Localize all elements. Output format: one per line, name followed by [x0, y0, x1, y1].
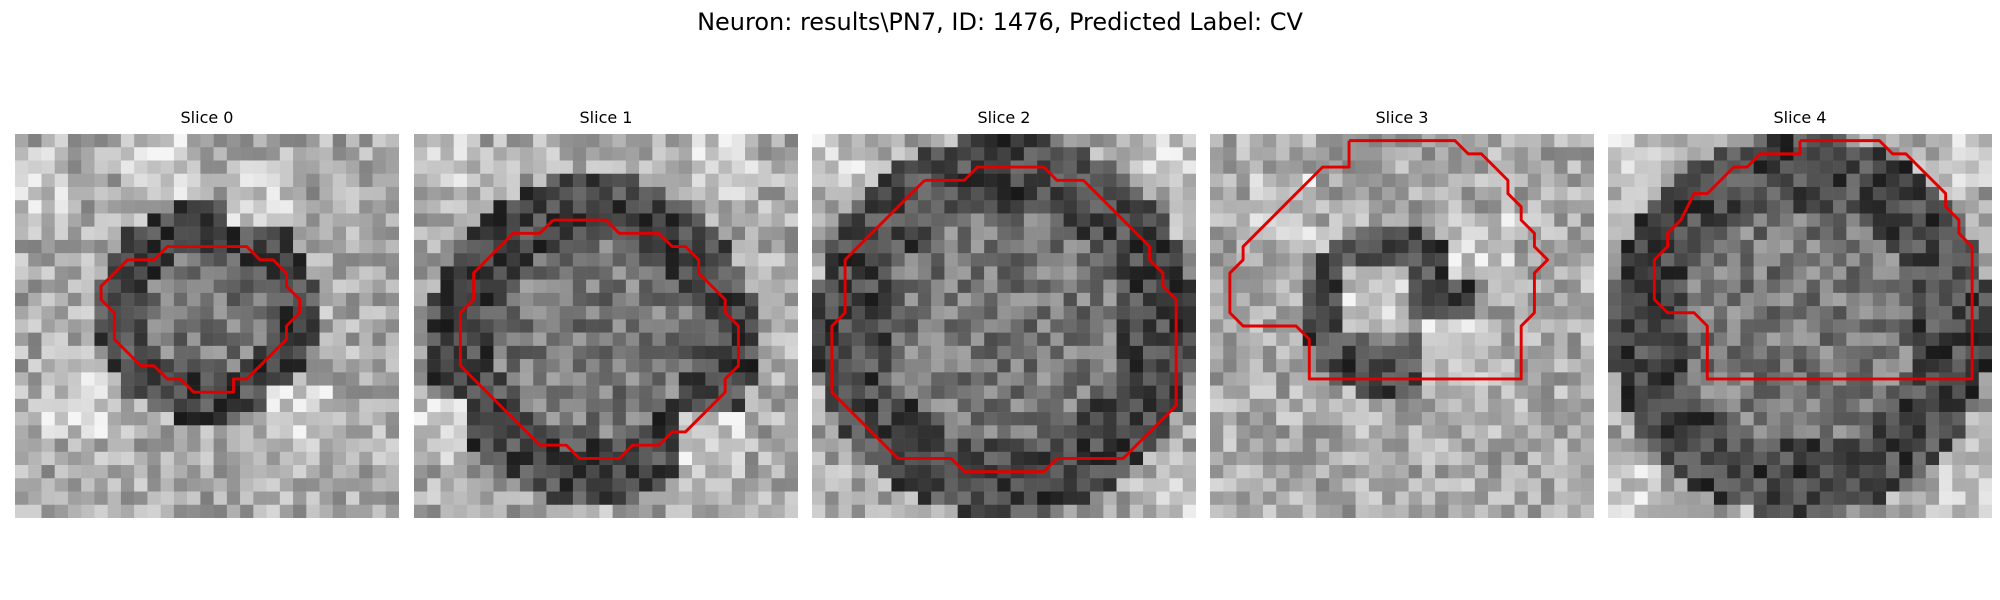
- grayscale-pixels: [414, 134, 798, 518]
- contour-outline: [458, 218, 740, 460]
- slice-image: [1210, 134, 1594, 518]
- contour-outline: [830, 165, 1178, 474]
- figure-title: Neuron: results\PN7, ID: 1476, Predicted…: [697, 8, 1303, 36]
- grayscale-pixels: [1608, 134, 1992, 518]
- slice-title: Slice 1: [579, 108, 633, 127]
- grayscale-pixels: [15, 134, 399, 518]
- slice-title: Slice 4: [1773, 108, 1827, 127]
- slice-title: Slice 0: [180, 108, 234, 127]
- slice-panel-0: Slice 0: [15, 108, 399, 518]
- slice-image: [15, 134, 399, 518]
- slice-panel-2: Slice 2: [812, 108, 1196, 518]
- slice-title: Slice 2: [977, 108, 1031, 127]
- contour-outline: [1652, 139, 1974, 381]
- slice-panel-1: Slice 1: [414, 108, 798, 518]
- contour-outline: [99, 245, 302, 394]
- grayscale-pixels: [812, 134, 1196, 518]
- slice-panel-4: Slice 4: [1608, 108, 1992, 518]
- slice-image: [1608, 134, 1992, 518]
- slice-panel-3: Slice 3: [1210, 108, 1594, 518]
- contour-outline: [1228, 139, 1550, 381]
- slice-image: [414, 134, 798, 518]
- slice-image: [812, 134, 1196, 518]
- grayscale-pixels: [1210, 134, 1594, 518]
- slice-title: Slice 3: [1375, 108, 1429, 127]
